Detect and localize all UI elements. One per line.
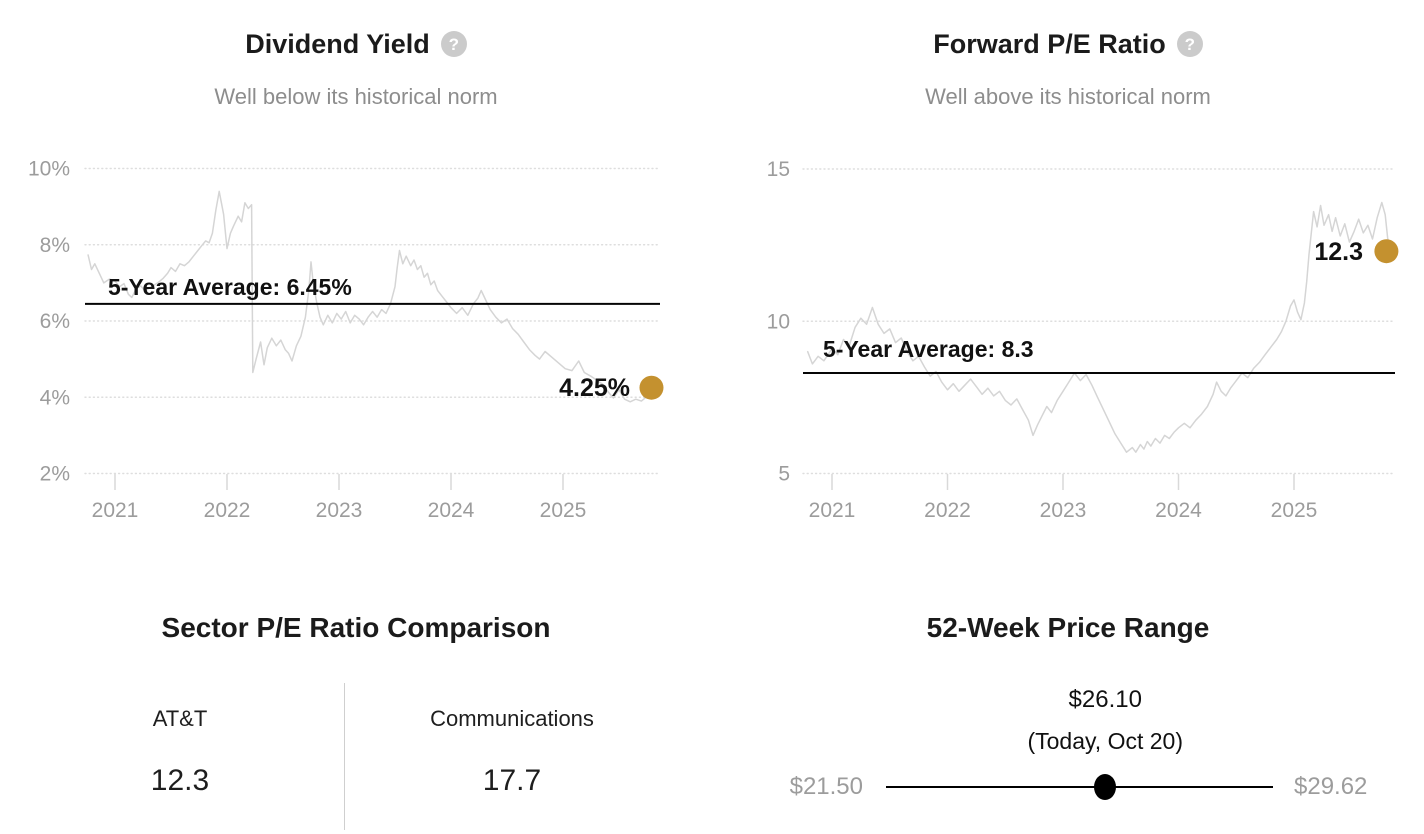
chart-header: Forward P/E Ratio ? [712,26,1424,62]
stat-label: AT&T [152,706,208,731]
y-axis-label: 2% [40,463,70,486]
dividend-yield-chart: 10% 8% 6% 4% 2% 2021 2022 2023 2024 2025 5-Year Av… [28,158,664,522]
y-axis-label: 10% [28,158,70,181]
chart-subtitle: Well below its historical norm [214,84,498,109]
vertical-divider [344,683,345,830]
average-line-label: 5-Year Average: 6.45% [108,274,352,300]
chart-header: Dividend Yield ? [0,26,712,62]
dividend-yield-panel: Dividend Yield ? Well below its historic… [0,0,712,560]
current-value-label: 4.25% [559,374,630,402]
range-min-label: $21.50 [789,773,863,800]
forward-pe-chart: 15 10 5 2021 2022 2023 2024 2025 5-Year Average:… [767,158,1399,522]
x-axis-label: 2021 [809,499,856,522]
section-title: 52-Week Price Range [926,612,1210,643]
x-axis-label: 2025 [540,499,587,522]
current-price-label: $26.10 [1068,686,1142,713]
question-mark-glyph: ? [448,34,459,54]
stat-label: Communications [430,706,594,731]
x-axis-label: 2022 [924,499,971,522]
current-value-dot [639,375,664,400]
x-axis-label: 2025 [1271,499,1318,522]
current-value-label: 12.3 [1314,238,1363,266]
chart-title: Dividend Yield [245,29,430,59]
range-max-label: $29.62 [1294,773,1368,800]
x-axis-label: 2022 [204,499,251,522]
y-axis-label: 10 [767,310,790,333]
series-line [87,190,652,403]
price-range-marker [1094,774,1117,800]
y-axis-label: 6% [40,310,70,333]
x-axis-label: 2021 [92,499,139,522]
current-value-dot [1374,239,1399,264]
help-icon[interactable]: ? [1176,31,1203,57]
x-axis-label: 2024 [1155,499,1202,522]
forward-pe-panel: Forward P/E Ratio ? Well above its histo… [712,0,1424,560]
current-price-date: (Today, Oct 20) [1027,728,1183,754]
section-title: Sector P/E Ratio Comparison [161,612,551,643]
average-line-label: 5-Year Average: 8.3 [823,336,1034,362]
series-line [806,201,1391,453]
y-axis-label: 15 [767,158,790,181]
sector-pe-comparison-panel: Sector P/E Ratio Comparison AT&T 12.3 Co… [0,575,712,834]
stat-value: 12.3 [150,764,210,797]
stat-value: 17.7 [482,764,542,797]
x-axis-label: 2023 [1040,499,1087,522]
x-axis-label: 2024 [428,499,475,522]
y-axis-label: 5 [778,463,790,486]
chart-subtitle: Well above its historical norm [925,84,1211,109]
x-axis-label: 2023 [316,499,363,522]
price-range-track [886,786,1273,788]
y-axis-label: 4% [40,386,70,409]
price-range-panel: 52-Week Price Range $26.10 (Today, Oct 2… [712,575,1424,834]
y-axis-label: 8% [40,234,70,257]
chart-title: Forward P/E Ratio [933,29,1166,59]
question-mark-glyph: ? [1184,34,1195,54]
help-icon[interactable]: ? [440,31,467,57]
